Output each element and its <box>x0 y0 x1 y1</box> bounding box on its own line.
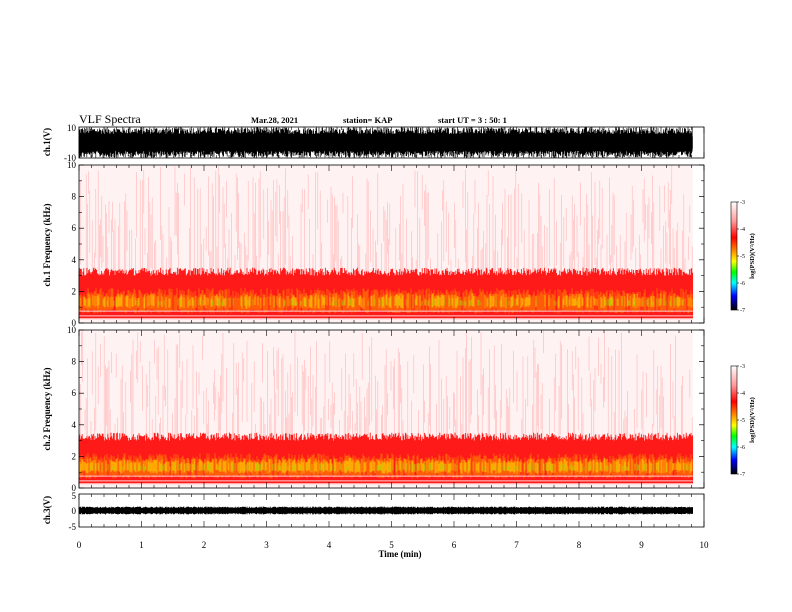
ytick-label: 5 <box>72 491 77 501</box>
colorbar-tick-label: -7 <box>740 472 745 478</box>
xtick-label: 1 <box>139 540 144 550</box>
colorbar-tick-label: -6 <box>740 445 745 451</box>
ytick-label: 4 <box>72 255 77 265</box>
xtick-label: 9 <box>639 540 644 550</box>
ytick-label: 6 <box>72 388 77 398</box>
xtick-label: 7 <box>514 540 519 550</box>
station-label: station= KAP <box>343 115 392 125</box>
colorbar-tick-label: -7 <box>740 308 745 314</box>
ytick-label: 6 <box>72 223 77 233</box>
date-label: Mar.28, 2021 <box>251 115 298 125</box>
ytick-label: 8 <box>72 357 77 367</box>
ytick-label: 0 <box>72 483 77 493</box>
ytick-label: 4 <box>72 420 77 430</box>
colorbar-tick-label: -3 <box>740 364 745 370</box>
spectrogram-ch2-image <box>78 330 694 488</box>
ytick-label: 10 <box>67 160 77 170</box>
xtick-label: 5 <box>389 540 394 550</box>
colorbar-tick-label: -5 <box>740 418 745 424</box>
ytick-label: 0 <box>72 506 77 516</box>
waveform-ch3-line <box>78 506 693 515</box>
start-time-label: start UT = 3 : 50: 1 <box>438 115 507 125</box>
ytick-label: 2 <box>72 451 77 461</box>
spectrogram-yellow-band <box>79 458 693 474</box>
xtick-label: 0 <box>77 540 82 550</box>
colorbar-ch2: -3 -4 -5 -6 -7 log(PSD)(V²/Hz) <box>730 364 756 478</box>
panel-ch2-spectrogram: 0 2 4 6 8 10 ch.2 Frequency (kHz) <box>42 325 705 493</box>
colorbar-tick-label: -6 <box>740 281 745 287</box>
spectrogram-green-band <box>90 462 692 471</box>
colorbar-tick-label: -5 <box>740 254 745 260</box>
spectrogram-ch1-image <box>78 165 694 323</box>
x-axis: 0 1 2 3 4 5 6 7 8 9 10 <box>77 540 709 550</box>
xtick-label: 3 <box>264 540 269 550</box>
waveform-ch3-trace <box>78 506 693 515</box>
colorbar-ch1: -3 -4 -5 -6 -7 log(PSD)(V²/Hz) <box>730 200 756 314</box>
ylabel-ch2-spectrogram: ch.2 Frequency (kHz) <box>42 367 52 450</box>
ytick-label: -5 <box>69 522 77 532</box>
colorbar-gradient <box>730 365 738 475</box>
colorbar-tick-label: -3 <box>740 200 745 206</box>
xtick-label: 10 <box>700 540 710 550</box>
ytick-label: -10 <box>64 153 76 163</box>
xtick-label: 6 <box>452 540 457 550</box>
colorbar-label: log(PSD)(V²/Hz) <box>749 397 756 443</box>
panel-ch1-spectrogram: 0 2 4 6 8 10 ch.1 Frequency (kHz) <box>42 160 705 328</box>
waveform-ch1-trace <box>78 127 693 158</box>
ylabel-ch1-spectrogram: ch.1 Frequency (kHz) <box>42 203 52 286</box>
axis-ticks <box>78 127 705 527</box>
x-axis-label: Time (min) <box>378 549 421 559</box>
xtick-label: 8 <box>577 540 582 550</box>
ytick-label: 10 <box>67 325 77 335</box>
xtick-label: 2 <box>202 540 207 550</box>
ylabel-ch1-waveform: ch.1(V) <box>42 128 52 156</box>
figure-title: VLF Spectra <box>79 112 141 126</box>
ytick-label: 0 <box>72 318 77 328</box>
colorbar-tick-label: -4 <box>740 391 745 397</box>
spectrogram-speckle <box>79 330 693 441</box>
ylabel-ch3-waveform: ch.3(V) <box>42 496 52 524</box>
colorbar-label: log(PSD)(V²/Hz) <box>749 233 756 279</box>
ytick-label: 10 <box>67 123 77 133</box>
waveform-ch1-core <box>79 136 693 149</box>
ytick-label: 8 <box>72 192 77 202</box>
ytick-label: 2 <box>72 286 77 296</box>
xtick-label: 4 <box>327 540 332 550</box>
colorbar-gradient <box>730 201 738 311</box>
colorbar-tick-label: -4 <box>740 227 745 233</box>
